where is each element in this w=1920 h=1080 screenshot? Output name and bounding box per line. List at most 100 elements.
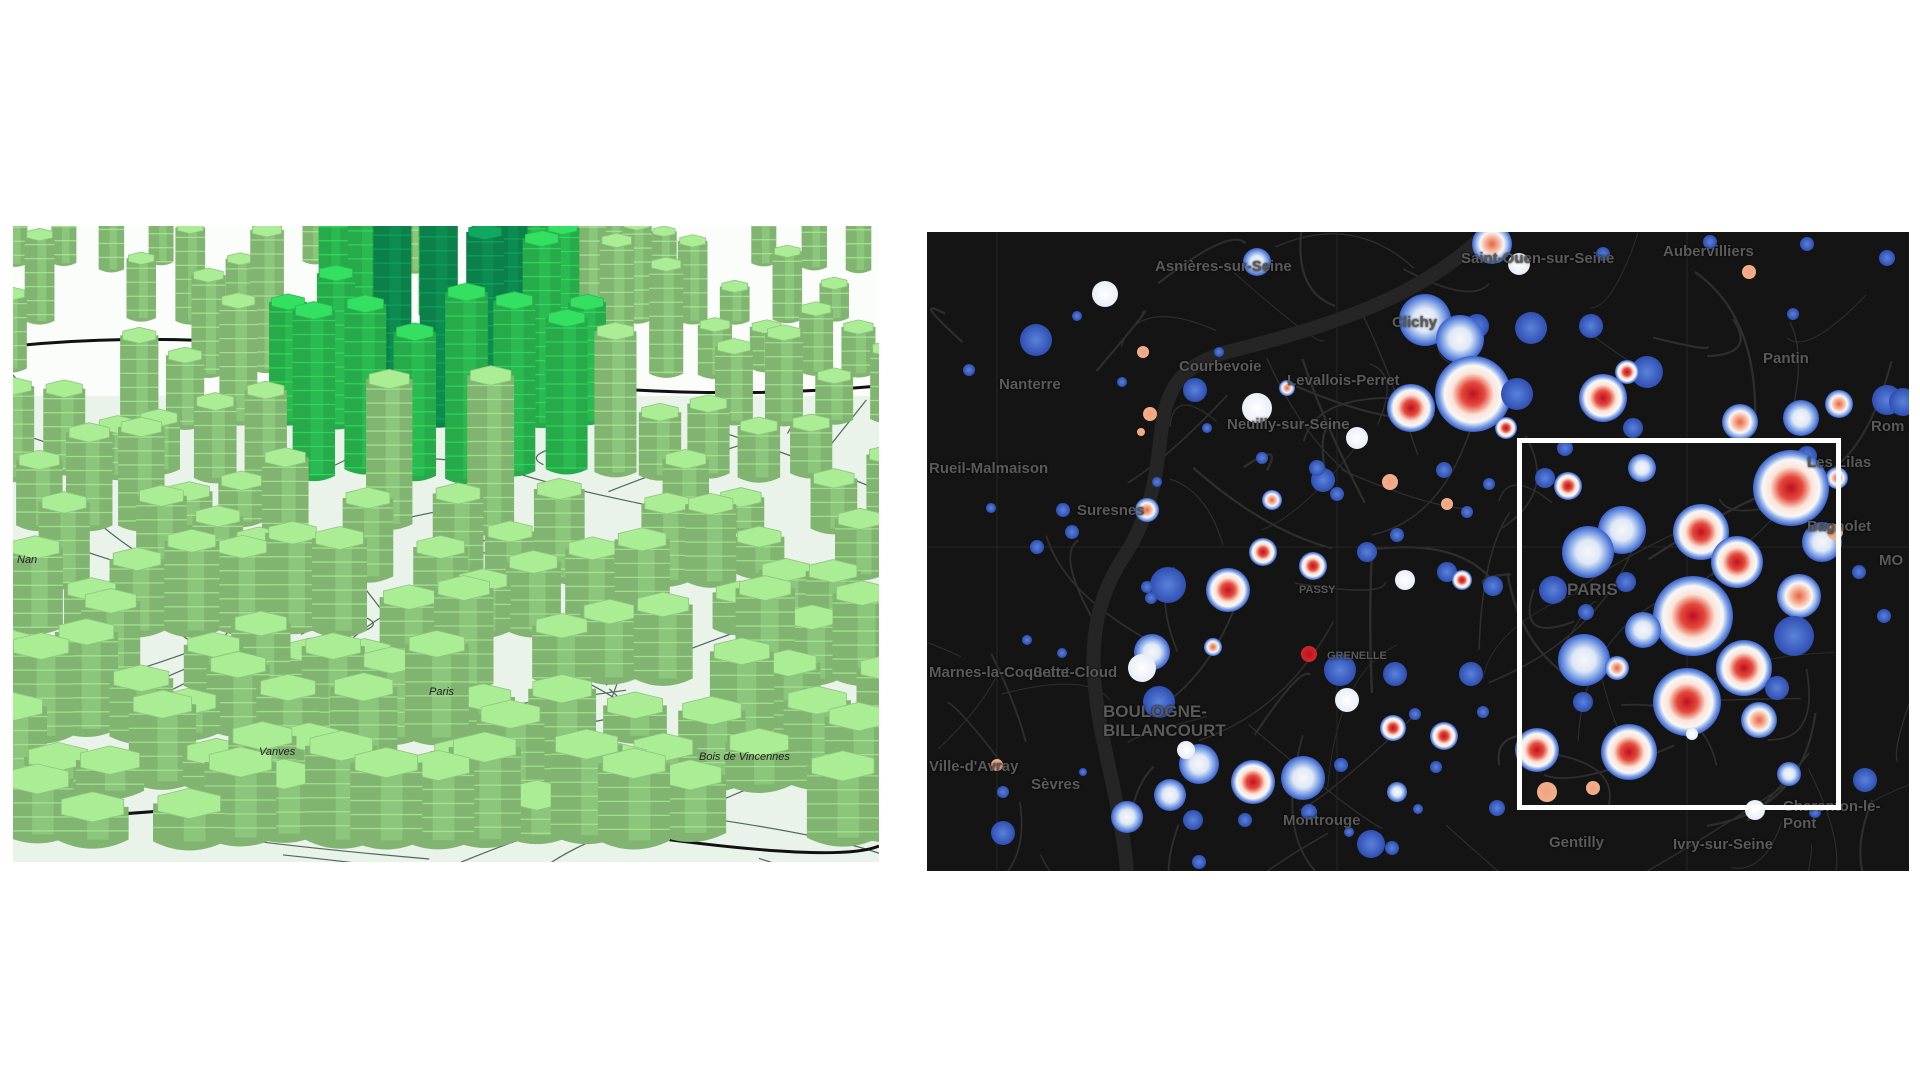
heat-dot-blue bbox=[1852, 565, 1866, 579]
heat-circle-hot bbox=[1231, 760, 1275, 804]
heat-dot-blue bbox=[1020, 324, 1052, 356]
heat-dot-blue bbox=[1765, 676, 1789, 700]
heat-circle-warm bbox=[1722, 404, 1758, 440]
label-asnieres: Asnières-sur-Seine bbox=[1155, 258, 1292, 275]
heat-dot-blue bbox=[1515, 312, 1547, 344]
heat-dot-blue bbox=[1437, 562, 1457, 582]
heat-dot-white bbox=[1092, 281, 1118, 307]
heat-dot-blue bbox=[1413, 804, 1423, 814]
heat-dot-blue bbox=[1145, 592, 1157, 604]
heat-dot-blue bbox=[1334, 758, 1348, 772]
heat-circle-cool bbox=[1111, 801, 1143, 833]
heat-dot-blue bbox=[1214, 347, 1224, 357]
heat-dot-blue bbox=[1459, 662, 1483, 686]
hexagon-column-map: Paris Vanves Bois de Vincennes Nan bbox=[13, 226, 879, 862]
heat-dot-peach bbox=[1441, 498, 1453, 510]
heat-circle-cool bbox=[1562, 526, 1614, 578]
heat-dot-blue bbox=[1877, 609, 1891, 623]
heat-circle-hot bbox=[1430, 722, 1458, 750]
heat-dot-blue bbox=[1539, 576, 1567, 604]
heat-dot-blue bbox=[986, 503, 996, 513]
heat-dot-blue bbox=[1141, 581, 1153, 593]
heat-circle-hot bbox=[1452, 570, 1472, 590]
heat-dot-blue bbox=[1703, 235, 1717, 249]
heat-dot-peach bbox=[1742, 265, 1756, 279]
label-clichy: Clichy bbox=[1392, 314, 1438, 331]
heat-dot-blue bbox=[1557, 440, 1573, 456]
heat-circle-cool bbox=[1154, 779, 1186, 811]
heat-circle-hot bbox=[1249, 538, 1277, 566]
heat-dot-red bbox=[1301, 646, 1317, 662]
heat-dot-blue bbox=[1489, 800, 1505, 816]
heat-dot-blue bbox=[1152, 477, 1162, 487]
label-ville-davray: Ville-d'Avray bbox=[929, 758, 1019, 775]
heat-circle-map-canvas bbox=[927, 232, 1909, 871]
heat-dot-blue bbox=[1079, 768, 1087, 776]
label-passy: PASSY bbox=[1299, 584, 1336, 596]
heat-circle-cool bbox=[1436, 315, 1484, 363]
heat-dot-blue bbox=[1057, 648, 1067, 658]
label-levallois: Levallois-Perret bbox=[1287, 372, 1400, 389]
heat-dot-white bbox=[1346, 427, 1368, 449]
heat-circle-cool bbox=[1243, 248, 1271, 276]
heat-dot-white bbox=[1686, 728, 1698, 740]
heat-circle-hot bbox=[1653, 576, 1733, 656]
heat-circle-warm bbox=[1741, 702, 1777, 738]
heat-dot-white bbox=[1177, 741, 1195, 759]
label-grenelle: GRENELLE bbox=[1327, 650, 1387, 662]
heat-dot-blue bbox=[1889, 388, 1909, 416]
heat-dot-blue bbox=[1535, 468, 1555, 488]
heat-dot-blue bbox=[963, 364, 975, 376]
heat-circle-hot bbox=[1387, 384, 1435, 432]
heat-dot-blue bbox=[1774, 616, 1814, 656]
label-saint-ouen: Saint-Ouen-sur-Seine bbox=[1461, 250, 1615, 267]
heat-circle-map: Asnières-sur-Seine Saint-Ouen-sur-Seine … bbox=[927, 232, 1909, 871]
heat-dot-blue bbox=[1383, 662, 1407, 686]
heat-circle-hot bbox=[1711, 536, 1763, 588]
label-ivry: Ivry-sur-Seine bbox=[1673, 836, 1774, 853]
heat-dot-blue bbox=[1202, 423, 1212, 433]
heat-dot-blue bbox=[1578, 604, 1594, 620]
heat-dot-blue bbox=[1579, 314, 1603, 338]
heat-dot-blue bbox=[1800, 237, 1814, 251]
heat-dot-blue bbox=[991, 821, 1015, 845]
label-romainville: Rom bbox=[1871, 418, 1905, 435]
label-paris: PARIS bbox=[1567, 580, 1618, 599]
heat-dot-blue bbox=[1192, 855, 1206, 869]
heat-circle-cool bbox=[1625, 612, 1661, 648]
heat-dot-blue bbox=[1030, 540, 1044, 554]
heat-dot-blue bbox=[1573, 692, 1593, 712]
heat-circle-cool bbox=[1777, 762, 1801, 786]
label-montrouge: Montrouge bbox=[1283, 812, 1361, 829]
heat-dot-blue bbox=[1787, 308, 1799, 320]
label-pantin: Pantin bbox=[1763, 350, 1809, 367]
heat-dot-blue bbox=[1879, 250, 1895, 266]
heat-dot-white bbox=[1128, 654, 1156, 682]
heat-dot-blue bbox=[1065, 525, 1079, 539]
heat-dot-blue bbox=[1623, 418, 1643, 438]
label-rueil: Rueil-Malmaison bbox=[929, 460, 1049, 477]
heat-dot-blue bbox=[1483, 576, 1503, 596]
heat-dot-blue bbox=[1150, 567, 1186, 603]
heat-circle-hot bbox=[1753, 450, 1829, 526]
river bbox=[1086, 232, 1492, 871]
heat-dot-blue bbox=[1596, 247, 1610, 261]
label-montreuil: MO bbox=[1879, 552, 1904, 569]
heat-dot-blue bbox=[1072, 311, 1082, 321]
heat-dot-blue bbox=[1324, 654, 1356, 686]
heat-dot-blue bbox=[1344, 827, 1354, 837]
label-saint-cloud: Saint-Cloud bbox=[1033, 664, 1118, 681]
heat-circle-cool bbox=[1281, 756, 1325, 800]
heat-dot-blue bbox=[1238, 813, 1252, 827]
label-marnes: Marnes-la-Coquette bbox=[929, 664, 1070, 681]
heat-circle-hot bbox=[1495, 417, 1517, 439]
heat-dot-blue bbox=[1183, 810, 1203, 830]
heat-circle-hot bbox=[1579, 374, 1627, 422]
label-bois-de-vincennes: Bois de Vincennes bbox=[699, 751, 790, 763]
heat-dot-blue bbox=[1853, 768, 1877, 792]
heat-dot-blue bbox=[1483, 478, 1495, 490]
heat-dot-blue bbox=[1501, 378, 1533, 410]
highlight-box bbox=[1517, 438, 1841, 810]
heat-circle-hot bbox=[1554, 472, 1582, 500]
heat-dot-blue bbox=[1183, 378, 1207, 402]
